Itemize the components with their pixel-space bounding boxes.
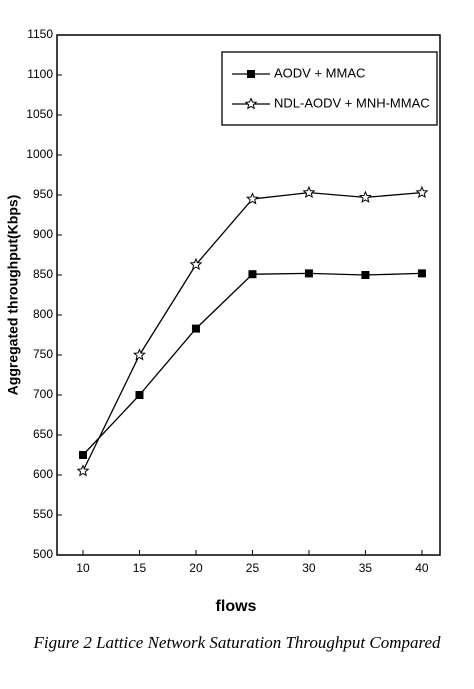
legend-box (221, 51, 438, 126)
plot-frame (56, 34, 441, 556)
y-tick-label: 550 (33, 507, 53, 521)
marker (415, 185, 429, 199)
marker (245, 192, 259, 205)
x-tick-label: 20 (189, 561, 203, 575)
y-tick-label: 1150 (27, 27, 53, 41)
legend-label: NDL-AODV + MNH-MMAC (274, 95, 430, 110)
marker (78, 451, 87, 459)
marker (135, 391, 144, 399)
y-tick-label: 800 (33, 307, 53, 321)
chart: flows Aggregated throughput(Kbps) 500 550… (5, 27, 441, 615)
marker (304, 269, 313, 278)
marker (302, 185, 316, 199)
series-line (82, 272, 422, 456)
marker (247, 70, 255, 78)
y-tick-label: 1000 (26, 147, 53, 161)
x-tick-label: 40 (415, 561, 429, 575)
marker (361, 271, 370, 279)
marker (358, 190, 372, 203)
y-tick-label: 1100 (27, 67, 53, 81)
y-tick-label: 600 (33, 467, 53, 481)
y-tick-label: 500 (33, 547, 53, 561)
marker (417, 269, 426, 278)
x-tick-label: 35 (359, 561, 373, 575)
y-tick-label: 750 (33, 347, 53, 361)
y-tick-label: 950 (33, 187, 53, 201)
y-tick-label: 650 (33, 427, 53, 441)
y-tick-label: 900 (33, 227, 53, 241)
marker (76, 464, 90, 477)
y-tick-label: 1050 (26, 107, 53, 121)
marker (248, 270, 257, 279)
marker (189, 257, 203, 271)
y-axis-label: Aggregated throughput(Kbps) (5, 195, 21, 396)
x-tick-label: 10 (76, 561, 90, 575)
x-axis-label: flows (216, 598, 257, 615)
x-tick-label: 30 (302, 561, 316, 575)
legend-label: AODV + MMAC (274, 65, 365, 80)
caption: Figure 2 Lattice Network Saturation Thro… (33, 633, 441, 652)
marker (191, 324, 200, 333)
x-tick-label: 15 (133, 561, 147, 575)
y-tick-label: 700 (33, 387, 53, 401)
marker (132, 348, 146, 361)
y-tick-label: 850 (33, 267, 53, 281)
series-line (82, 191, 422, 472)
x-tick-label: 25 (246, 561, 260, 575)
marker (244, 97, 258, 110)
